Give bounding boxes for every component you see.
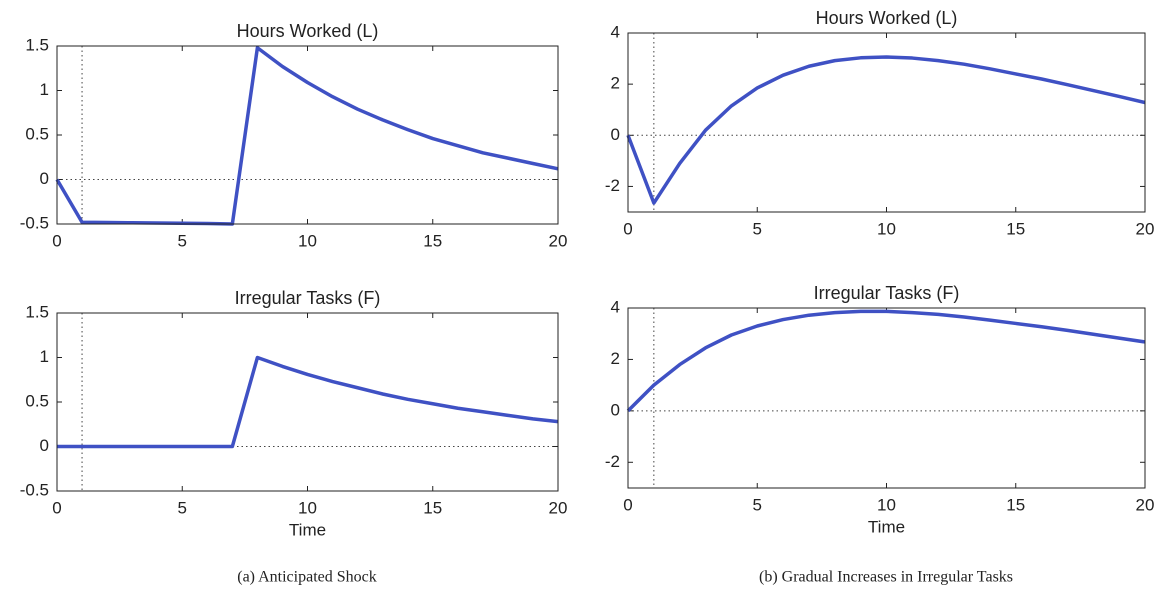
y-tick-label: 1 (40, 80, 49, 99)
x-tick-label: 0 (623, 219, 632, 238)
y-tick-label: -2 (605, 176, 620, 195)
x-tick-label: 0 (52, 498, 61, 517)
chart-title: Hours Worked (L) (816, 8, 958, 28)
y-tick-label: 4 (611, 22, 620, 41)
y-tick-label: 1.5 (25, 35, 49, 54)
caption: (b) Gradual Increases in Irregular Tasks (759, 569, 1013, 586)
x-tick-label: 10 (298, 498, 317, 517)
x-tick-label: 20 (1136, 495, 1155, 514)
x-tick-label: 15 (423, 498, 442, 517)
y-tick-label: 0 (611, 125, 620, 144)
x-axis-label: Time (868, 517, 905, 536)
y-tick-label: 0 (40, 169, 49, 188)
axes-frame (56, 45, 559, 225)
chart-title: Irregular Tasks (F) (235, 288, 381, 308)
plot-area (628, 308, 1145, 488)
x-tick-label: 10 (877, 219, 896, 238)
x-axis-label: Time (289, 520, 326, 539)
x-tick-label: 20 (1136, 219, 1155, 238)
x-tick-label: 5 (753, 495, 762, 514)
y-tick-label: 4 (611, 297, 620, 316)
x-tick-label: 10 (877, 495, 896, 514)
axes-frame (627, 32, 1146, 213)
y-tick-label: 0.5 (25, 391, 49, 410)
y-tick-label: 1.5 (25, 302, 49, 321)
x-tick-label: 0 (52, 231, 61, 250)
x-tick-label: 15 (1006, 495, 1025, 514)
x-tick-label: 20 (549, 498, 568, 517)
y-tick-label: 0 (611, 400, 620, 419)
data-line (55, 46, 559, 226)
chart-title: Irregular Tasks (F) (814, 283, 960, 303)
y-tick-label: 0.5 (25, 124, 49, 143)
axes-frame (627, 307, 1146, 489)
x-tick-label: 15 (423, 231, 442, 250)
plot-area (628, 33, 1145, 212)
x-tick-label: 5 (178, 231, 187, 250)
plot-area (57, 46, 558, 224)
chart-title: Hours Worked (L) (237, 21, 379, 41)
y-tick-label: -2 (605, 452, 620, 471)
x-tick-label: 0 (623, 495, 632, 514)
x-tick-label: 5 (178, 498, 187, 517)
x-tick-label: 5 (753, 219, 762, 238)
axes-frame (56, 312, 559, 492)
y-tick-label: 2 (611, 74, 620, 93)
data-line (626, 309, 1146, 413)
plot-area (57, 313, 558, 491)
y-tick-label: 0 (40, 436, 49, 455)
data-line (57, 355, 559, 449)
y-tick-label: -0.5 (20, 480, 49, 499)
data-line (626, 55, 1146, 205)
caption: (a) Anticipated Shock (237, 569, 377, 586)
x-tick-label: 10 (298, 231, 317, 250)
y-tick-label: -0.5 (20, 213, 49, 232)
y-tick-label: 2 (611, 349, 620, 368)
x-tick-label: 20 (549, 231, 568, 250)
x-tick-label: 15 (1006, 219, 1025, 238)
y-tick-label: 1 (40, 347, 49, 366)
